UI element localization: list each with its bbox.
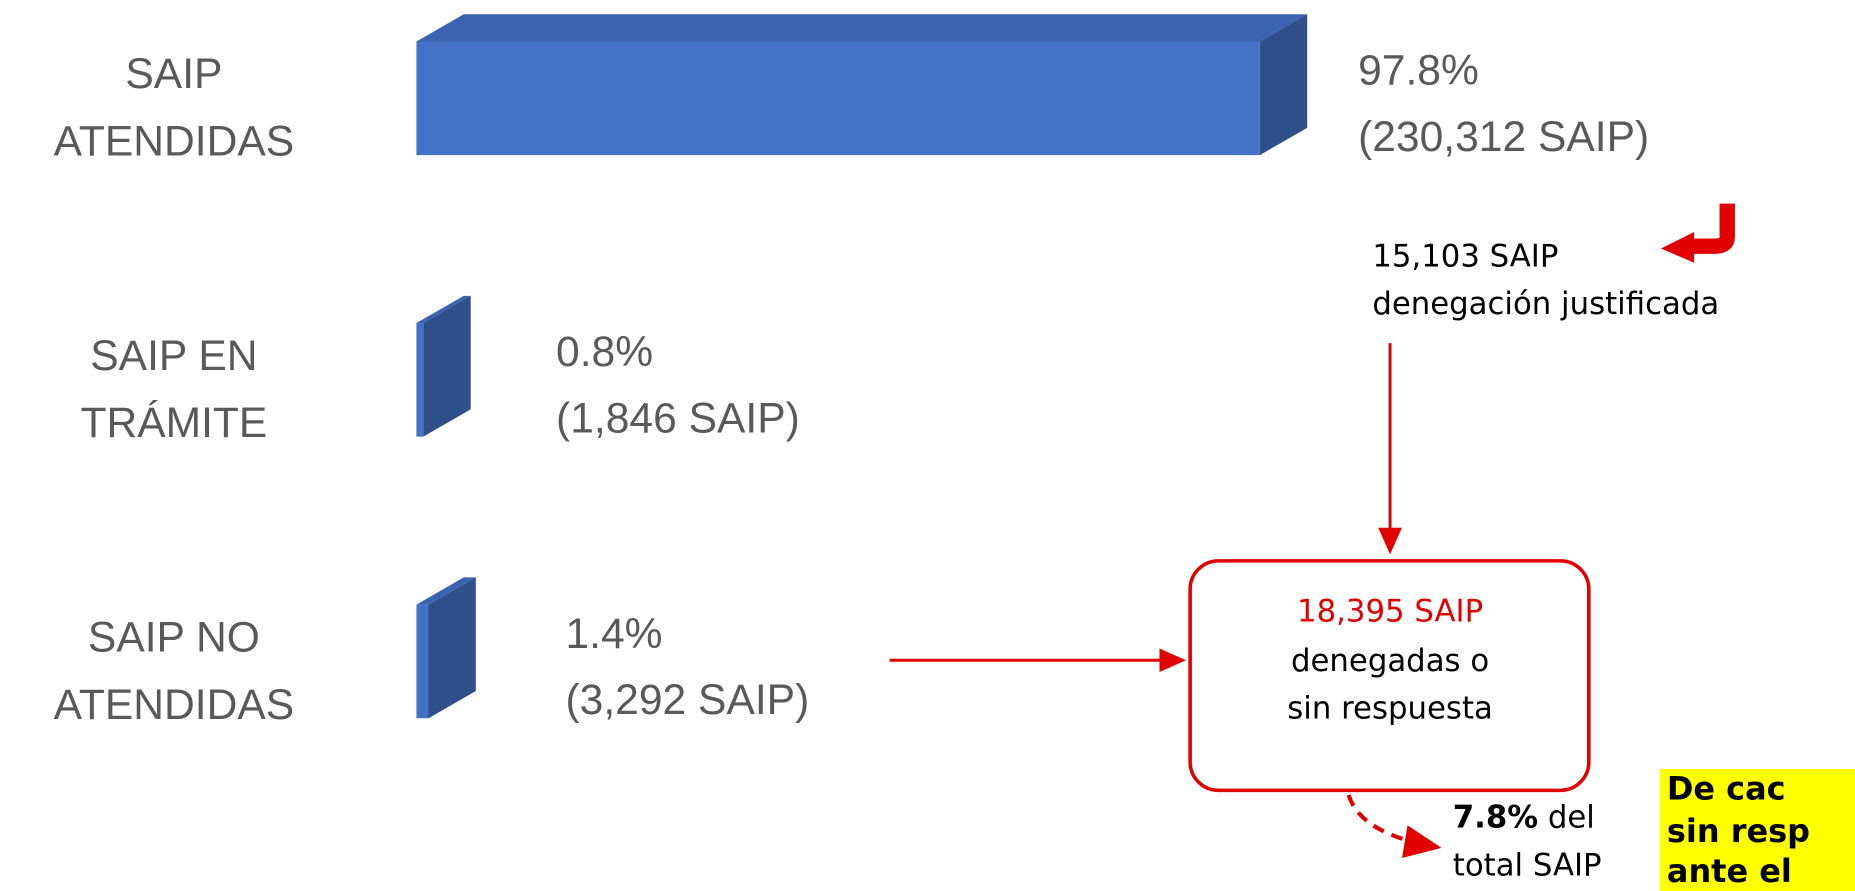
category-label: ATENDIDAS bbox=[54, 681, 295, 729]
bar bbox=[416, 295, 471, 437]
bar-side bbox=[423, 295, 471, 437]
category-label: SAIP NO bbox=[88, 613, 260, 661]
annotation: 18,395 SAIP bbox=[1297, 593, 1483, 629]
note: De cac bbox=[1667, 769, 1786, 807]
arrow-head bbox=[1660, 231, 1695, 263]
annotation-bold: 7.8% bbox=[1453, 799, 1538, 835]
annotation: total SAIP bbox=[1453, 848, 1602, 884]
annotation: del bbox=[1538, 799, 1595, 835]
value-label: 1.4% bbox=[565, 610, 662, 658]
bar-front bbox=[416, 604, 429, 719]
value-label: 0.8% bbox=[556, 328, 653, 376]
bar bbox=[416, 14, 1308, 156]
annotation: sin respuesta bbox=[1287, 690, 1493, 726]
annotation: 15,103 SAIP bbox=[1372, 238, 1558, 274]
denied-box bbox=[1188, 559, 1591, 793]
count-label: (1,846 SAIP) bbox=[556, 394, 800, 442]
bar-top bbox=[416, 577, 476, 605]
category-label: TRÁMITE bbox=[80, 399, 267, 447]
count-label: (230,312 SAIP) bbox=[1358, 113, 1649, 161]
bar-side bbox=[428, 577, 476, 719]
category-label: SAIP EN bbox=[90, 332, 257, 380]
annotation: 7.8% del bbox=[1453, 799, 1595, 835]
bar-top bbox=[416, 295, 471, 324]
annotation: denegadas o bbox=[1291, 643, 1489, 679]
value-label: 97.8% bbox=[1358, 47, 1479, 95]
bar-front bbox=[416, 41, 1260, 156]
note-box bbox=[1659, 769, 1855, 891]
category-label: SAIP bbox=[125, 50, 222, 98]
count-label: (3,292 SAIP) bbox=[565, 676, 809, 724]
curved-arrow bbox=[1685, 203, 1735, 254]
bar-side bbox=[1259, 14, 1308, 156]
note: sin resp bbox=[1667, 812, 1810, 850]
bar-top bbox=[416, 14, 1308, 42]
bar-front bbox=[416, 323, 424, 437]
category-label: ATENDIDAS bbox=[54, 118, 295, 166]
bar bbox=[416, 577, 476, 719]
annotation: denegación justificada bbox=[1372, 286, 1719, 322]
note: ante el bbox=[1667, 852, 1792, 890]
dashed-arrow bbox=[1346, 794, 1442, 858]
